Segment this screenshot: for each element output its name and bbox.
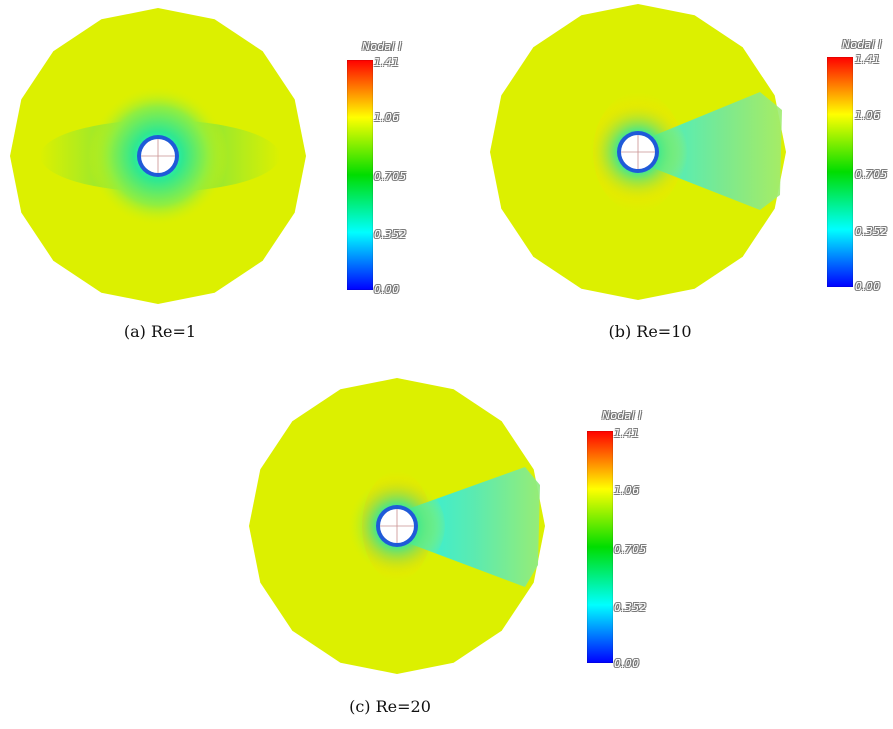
panel-re1: Nodal I 1.41 1.06 0.705 0.352 0.00 (a) R… (0, 0, 440, 350)
colorbar-tick: 0.705 (855, 168, 888, 181)
panel-re20: Nodal I 1.41 1.06 0.705 0.352 0.00 (c) R… (240, 375, 646, 729)
wake-region (408, 467, 540, 587)
colorbar-tick: 0.352 (614, 601, 647, 614)
colorbar-title: Nodal I (602, 409, 642, 422)
colorbar-tick: 0.00 (855, 280, 881, 293)
colorbar-tick: 0.705 (614, 543, 647, 556)
contour-plot-re1 (10, 8, 306, 304)
colorbar-tick: 1.06 (614, 484, 640, 497)
colorbar-tick: 0.00 (374, 283, 400, 296)
colorbar (827, 57, 853, 287)
contour-plot-re20 (249, 378, 545, 674)
colorbar-tick: 0.00 (614, 657, 640, 670)
panel-re10: Nodal I 1.41 1.06 0.705 0.352 0.00 (b) R… (470, 0, 893, 350)
colorbar-title: Nodal I (842, 38, 882, 51)
colorbar-tick: 0.352 (855, 225, 888, 238)
colorbar-title: Nodal I (362, 40, 402, 53)
colorbar-tick: 1.41 (614, 427, 640, 440)
colorbar-tick: 0.705 (374, 170, 407, 183)
caption: (b) Re=10 (608, 322, 692, 341)
caption: (c) Re=20 (349, 697, 431, 716)
colorbar-tick: 0.352 (374, 228, 407, 241)
colorbar-tick: 1.41 (855, 53, 881, 66)
colorbar (347, 60, 373, 290)
contour-plot-re10 (490, 4, 786, 300)
caption: (a) Re=1 (123, 322, 197, 341)
colorbar-tick: 1.41 (374, 56, 400, 69)
colorbar (587, 431, 613, 663)
colorbar-tick: 1.06 (855, 109, 881, 122)
colorbar-tick: 1.06 (374, 111, 400, 124)
wake-region (648, 92, 782, 210)
